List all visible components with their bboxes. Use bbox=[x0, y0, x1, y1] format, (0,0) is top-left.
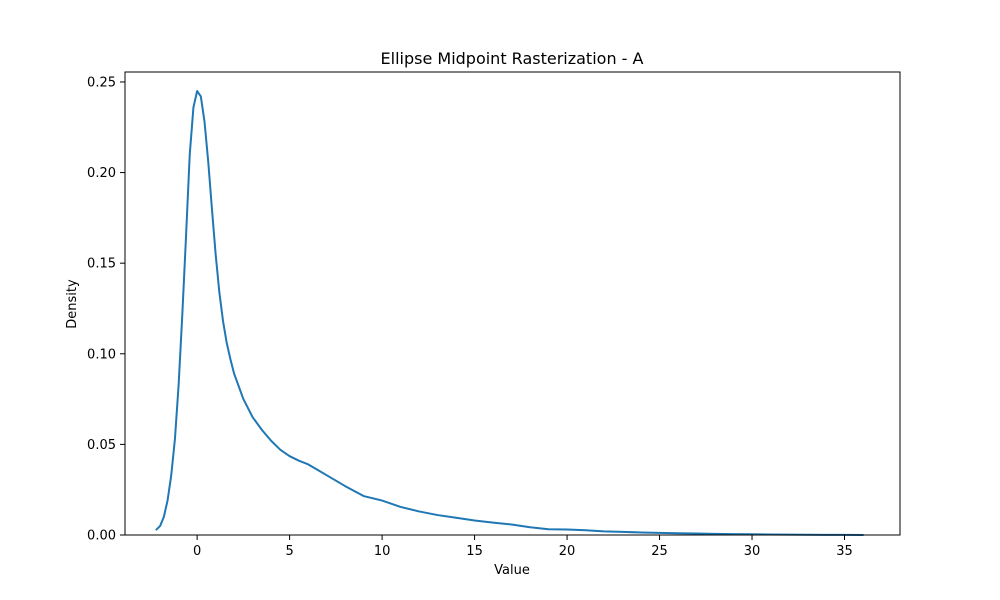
x-tick-label: 10 bbox=[374, 544, 391, 559]
y-tick-label: 0.25 bbox=[87, 75, 116, 90]
axes-frame bbox=[124, 71, 901, 536]
x-tick-label: 5 bbox=[285, 544, 293, 559]
x-tick-label: 30 bbox=[744, 544, 761, 559]
x-tick-label: 35 bbox=[836, 544, 853, 559]
y-axis-ticks: 0.00 0.05 0.10 0.15 0.20 0.25 bbox=[87, 75, 125, 544]
x-tick-label: 20 bbox=[559, 544, 576, 559]
y-tick-label: 0.05 bbox=[87, 438, 116, 453]
x-axis-label: Value bbox=[494, 563, 530, 578]
y-axis-label: Density bbox=[65, 279, 80, 329]
chart-title: Ellipse Midpoint Rasterization - A bbox=[381, 49, 644, 68]
x-tick-label: 25 bbox=[651, 544, 668, 559]
x-tick-label: 0 bbox=[193, 544, 201, 559]
density-line-series-0 bbox=[155, 90, 865, 536]
x-tick-label: 15 bbox=[466, 544, 483, 559]
y-tick-label: 0.10 bbox=[87, 347, 116, 362]
y-tick-label: 0.15 bbox=[87, 257, 116, 272]
x-axis-ticks: 0 5 10 15 20 25 30 35 bbox=[193, 535, 853, 559]
y-tick-label: 0.20 bbox=[87, 166, 116, 181]
plot-area bbox=[124, 71, 901, 536]
y-tick-label: 0.00 bbox=[87, 529, 116, 544]
